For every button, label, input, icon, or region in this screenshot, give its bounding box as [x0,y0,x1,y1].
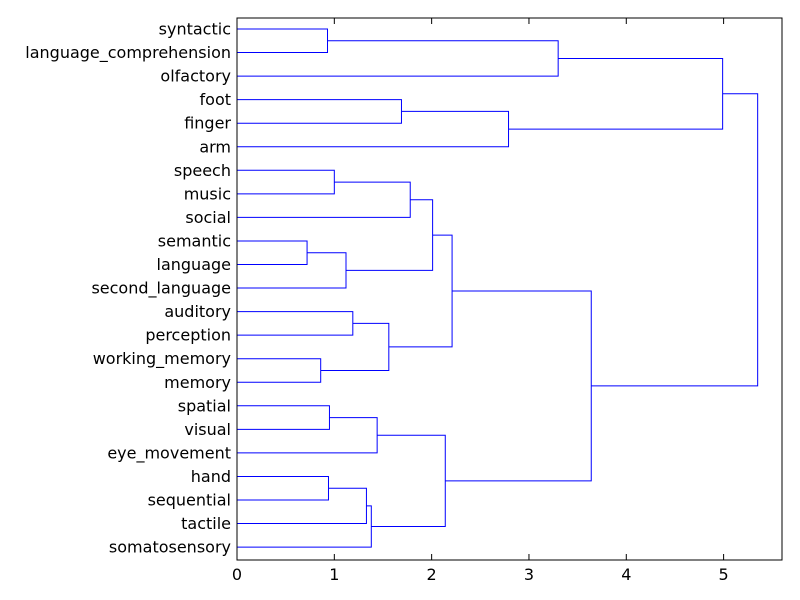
plot-background [237,18,782,560]
leaf-label: speech [174,161,231,180]
leaf-label: finger [184,114,231,133]
dendrogram-link [237,99,402,124]
x-axis: 0 1 2 3 4 5 [232,18,729,584]
x-tick-label: 2 [427,565,437,584]
leaf-label: arm [199,137,231,156]
dendrogram-link [237,405,330,430]
dendrogram-link [237,358,322,383]
dendrogram-link [591,93,759,387]
leaf-label: hand [191,467,231,486]
dendrogram-link [388,234,453,348]
dendrogram-link [346,199,434,271]
x-tick-label: 5 [719,565,729,584]
leaf-label: memory [164,373,231,392]
dendrogram-links [237,28,759,548]
x-tick-label: 0 [232,565,242,584]
leaf-label: sequential [148,491,231,510]
dendrogram-link [320,322,390,371]
dendrogram-link [237,240,308,265]
leaf-label: tactile [181,514,231,533]
leaf-label: olfactory [160,67,231,86]
x-tick-label: 3 [524,565,534,584]
leaf-label: foot [200,90,231,109]
x-tick-label: 1 [329,565,339,584]
leaf-label: social [185,208,231,227]
leaf-labels: syntactic language_comprehension olfactory… [25,20,231,557]
leaf-label: language_comprehension [25,43,231,63]
leaf-label: music [184,184,231,203]
leaf-label: somatosensory [109,538,231,557]
dendrogram-link [237,181,411,218]
leaf-label: eye_movement [107,443,231,463]
leaf-label: visual [184,420,231,439]
leaf-label: working_memory [93,349,231,369]
leaf-label: spatial [178,396,231,415]
x-tick-label: 4 [621,565,631,584]
leaf-label: semantic [158,231,231,250]
leaf-label: auditory [164,302,231,321]
leaf-label: perception [145,326,231,345]
leaf-label: syntactic [159,20,231,39]
leaf-label: language [157,255,232,274]
plot-frame [236,17,783,561]
dendrogram-link [237,475,329,501]
dendrogram-link [237,169,335,195]
leaf-label: second_language [91,279,231,299]
